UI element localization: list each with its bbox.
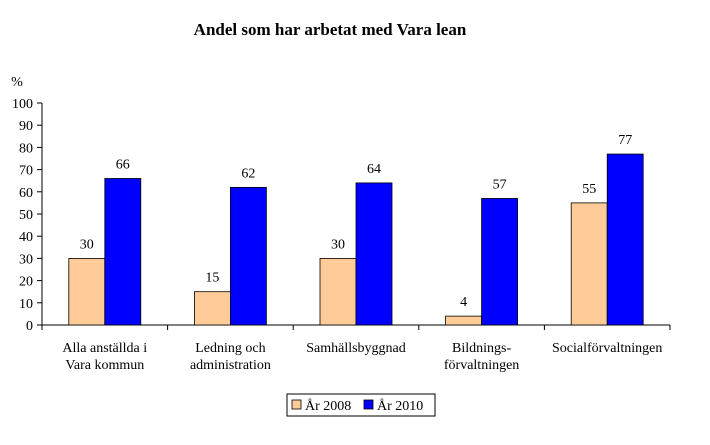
y-tick-label: 30 — [19, 252, 33, 267]
data-label: 64 — [367, 162, 381, 177]
legend-label: År 2008 — [305, 398, 351, 414]
legend-box — [286, 393, 436, 417]
y-tick-label: 90 — [19, 119, 33, 134]
bar — [570, 202, 608, 326]
y-tick-label: 0 — [26, 319, 33, 334]
x-category-label: Ledning och administration — [190, 341, 271, 373]
y-tick-label: 70 — [19, 164, 33, 179]
bar — [355, 182, 393, 326]
data-label: 77 — [618, 133, 632, 148]
data-label: 30 — [331, 237, 345, 252]
y-tick-label: 50 — [19, 208, 33, 223]
data-label: 4 — [460, 295, 467, 310]
bar — [104, 178, 142, 326]
y-tick-label: 80 — [19, 141, 33, 156]
bar — [229, 186, 267, 326]
data-label: 57 — [493, 177, 507, 192]
bar — [606, 153, 644, 326]
data-label: 55 — [582, 182, 596, 197]
legend-swatch — [291, 399, 302, 410]
y-tick-label: 20 — [19, 275, 33, 290]
y-tick-label: 10 — [19, 297, 33, 312]
bar — [193, 291, 231, 326]
y-axis-label: % — [11, 75, 23, 90]
data-label: 62 — [241, 166, 255, 181]
x-category-label: Bildnings-förvaltningen — [444, 341, 519, 373]
bar — [481, 198, 519, 326]
data-label: 30 — [80, 237, 94, 252]
bar — [319, 257, 357, 326]
data-label: 66 — [116, 157, 130, 172]
legend-swatch — [363, 399, 374, 410]
plot-area: 0 10 20 30 40 50 60 70 80 90 100 30 66 Alla anställda… — [12, 97, 671, 373]
chart-title: Andel som har arbetat med Vara lean — [194, 20, 467, 39]
x-category-label: Alla anställda i Vara kommun — [62, 341, 147, 373]
x-category-label: Samhällsbyggnad — [306, 341, 406, 356]
y-tick-label: 40 — [19, 230, 33, 245]
legend: År 2008 År 2010 — [286, 393, 436, 417]
bar — [445, 315, 483, 326]
y-tick-label: 100 — [12, 97, 33, 112]
x-category-label: Socialförvaltningen — [552, 341, 662, 356]
data-label: 15 — [205, 271, 219, 286]
y-tick-label: 60 — [19, 186, 33, 201]
legend-label: År 2010 — [377, 398, 423, 414]
bar — [68, 257, 106, 326]
